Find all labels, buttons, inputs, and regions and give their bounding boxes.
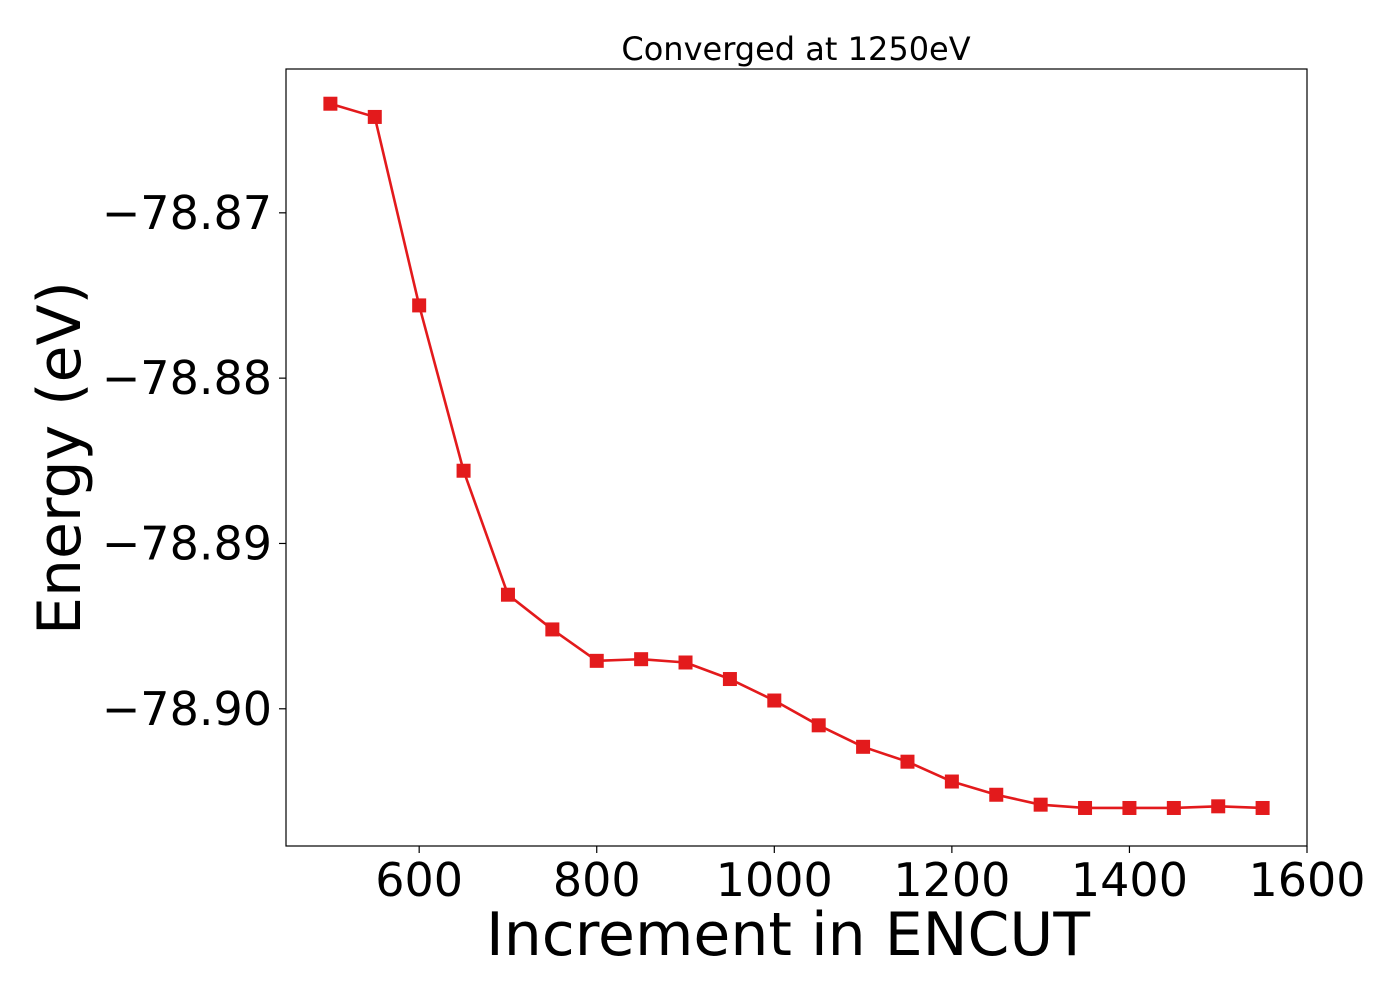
axes-frame <box>285 68 1308 847</box>
data-point-marker <box>634 652 649 667</box>
data-point-marker <box>1078 800 1093 815</box>
plot-area <box>323 96 1270 815</box>
y-axis-label: Energy (eV) <box>25 281 95 635</box>
data-point-marker <box>1122 800 1137 815</box>
data-point-marker <box>722 672 737 687</box>
data-point-marker <box>323 96 338 111</box>
data-point-marker <box>900 754 915 769</box>
data-point-marker <box>456 463 471 478</box>
data-point-marker <box>1211 799 1226 814</box>
data-point-marker <box>1033 797 1048 812</box>
series-line <box>330 102 1263 810</box>
y-axis: −78.87 −78.88 −78.89 −78.90 <box>102 186 286 736</box>
data-point-marker <box>589 653 604 668</box>
x-axis-label: Increment in ENCUT <box>486 900 1090 970</box>
x-tick-label: 800 <box>553 853 641 907</box>
y-tick-label: −78.90 <box>102 682 272 736</box>
data-point-marker <box>678 655 693 670</box>
y-tick-label: −78.87 <box>102 186 272 240</box>
data-point-marker <box>856 739 871 754</box>
data-point-marker <box>811 718 826 733</box>
data-point-marker <box>767 693 782 708</box>
data-point-marker <box>1166 800 1181 815</box>
data-point-marker <box>367 109 382 124</box>
y-tick-label: −78.89 <box>102 516 272 570</box>
data-point-marker <box>989 787 1004 802</box>
x-tick-label: 600 <box>375 853 463 907</box>
x-tick-label: 1400 <box>1071 853 1188 907</box>
data-point-marker <box>500 587 515 602</box>
data-point-marker <box>545 622 560 637</box>
data-point-marker <box>1255 800 1270 815</box>
data-point-marker <box>944 774 959 789</box>
y-tick-label: −78.88 <box>102 351 272 405</box>
x-tick-label: 1200 <box>893 853 1010 907</box>
chart-title: Converged at 1250eV <box>621 30 970 68</box>
data-point-marker <box>412 298 427 313</box>
x-tick-label: 1600 <box>1248 853 1365 907</box>
x-axis: 600 800 1000 1200 1400 1600 <box>375 846 1366 907</box>
x-tick-label: 1000 <box>716 853 833 907</box>
